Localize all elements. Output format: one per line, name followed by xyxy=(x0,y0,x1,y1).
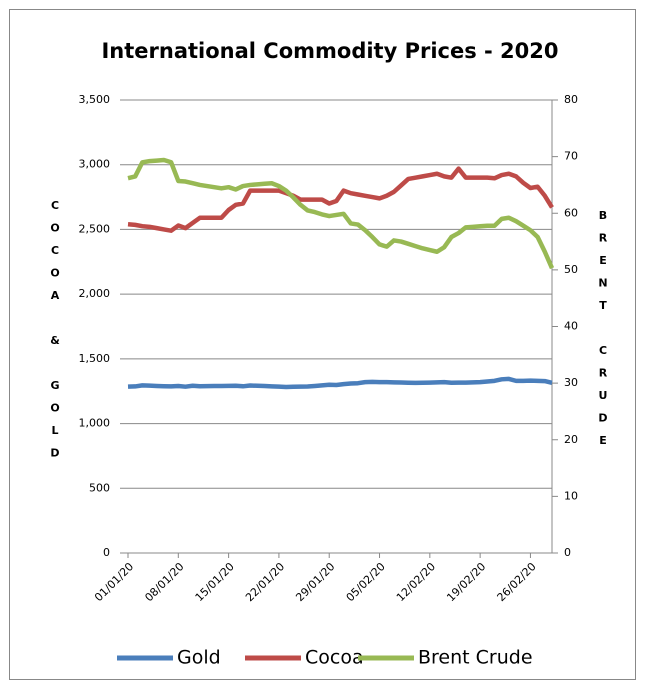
legend-label: Cocoa xyxy=(305,647,364,669)
chart-border xyxy=(9,9,636,680)
y-tick-label: 1,500 xyxy=(79,352,111,365)
y2-tick-label: 70 xyxy=(564,150,578,163)
legend-label: Brent Crude xyxy=(418,647,533,669)
y2-tick-label: 20 xyxy=(564,433,578,446)
y2-tick-label: 10 xyxy=(564,489,578,502)
y-tick-label: 2,500 xyxy=(79,222,111,235)
y-tick-label: 2,000 xyxy=(79,287,111,300)
legend-label: Gold xyxy=(177,647,221,669)
y-tick-label: 3,000 xyxy=(79,158,111,171)
y2-tick-label: 80 xyxy=(564,93,578,106)
y2-tick-label: 40 xyxy=(564,320,578,333)
y-tick-label: 3,500 xyxy=(79,93,111,106)
series-line xyxy=(127,157,555,270)
chart-title: International Commodity Prices - 2020 xyxy=(101,39,558,63)
series-line xyxy=(127,376,553,390)
series-line xyxy=(127,166,554,233)
y-tick-label: 0 xyxy=(103,546,110,559)
y2-tick-label: 60 xyxy=(564,206,578,219)
y2-tick-label: 30 xyxy=(564,376,578,389)
y2-tick-label: 50 xyxy=(564,263,578,276)
y-tick-label: 1,000 xyxy=(79,417,111,430)
y2-tick-label: 0 xyxy=(564,546,571,559)
y-tick-label: 500 xyxy=(89,481,110,494)
